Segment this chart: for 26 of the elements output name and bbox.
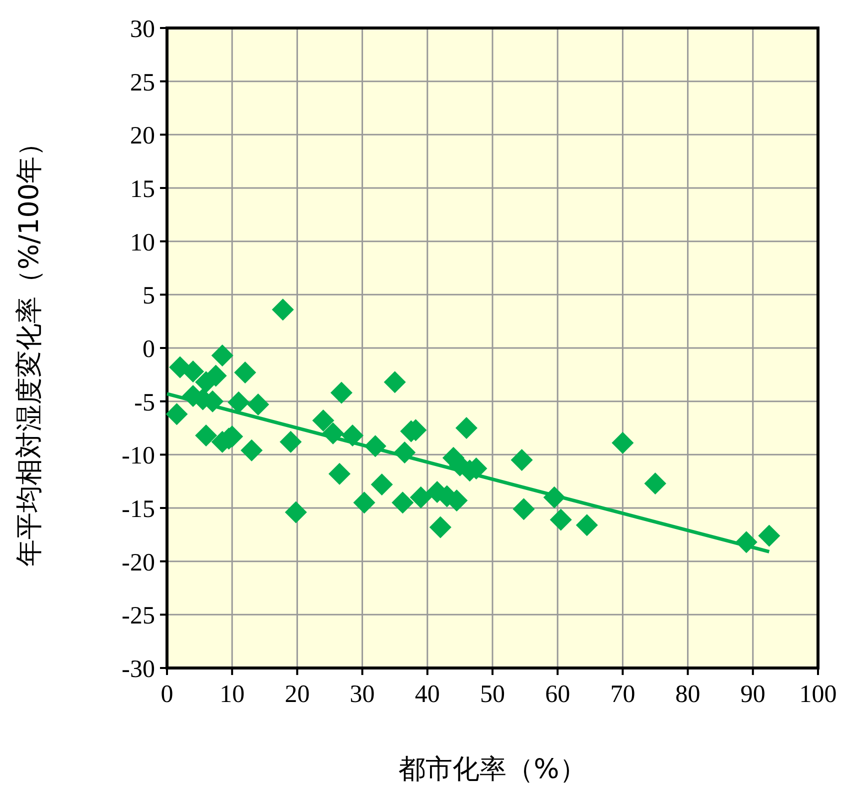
y-tick-label: 10 (130, 229, 155, 256)
y-tick-label: 0 (142, 336, 155, 363)
y-tick-label: 30 (130, 16, 155, 43)
x-tick-label: 100 (799, 681, 837, 708)
y-tick-label: -5 (134, 389, 155, 416)
y-tick-label: 25 (130, 69, 155, 96)
y-tick-label: 15 (130, 176, 155, 203)
x-tick-label: 60 (545, 681, 570, 708)
y-tick-label: -20 (122, 549, 155, 576)
y-tick-label: -10 (122, 442, 155, 470)
x-tick-label: 70 (610, 681, 636, 708)
x-tick-label: 10 (220, 681, 245, 708)
y-tick-label: 20 (130, 122, 155, 150)
x-tick-label: 90 (740, 681, 766, 708)
y-tick-label: -15 (122, 496, 155, 523)
x-tick-label: 50 (480, 681, 505, 708)
x-tick-label: 80 (675, 681, 700, 708)
x-tick-label: 0 (160, 681, 174, 708)
x-tick-label: 40 (414, 681, 440, 708)
y-tick-label: -30 (122, 656, 155, 683)
y-axis-title: 年平均相対湿度変化率（%/100年） (14, 129, 45, 567)
x-axis-title: 都市化率（%） (398, 754, 586, 785)
y-tick-label: 5 (142, 282, 155, 310)
y-tick-label: -25 (122, 602, 155, 630)
x-tick-label: 20 (284, 681, 310, 708)
x-tick-label: 30 (350, 681, 375, 708)
